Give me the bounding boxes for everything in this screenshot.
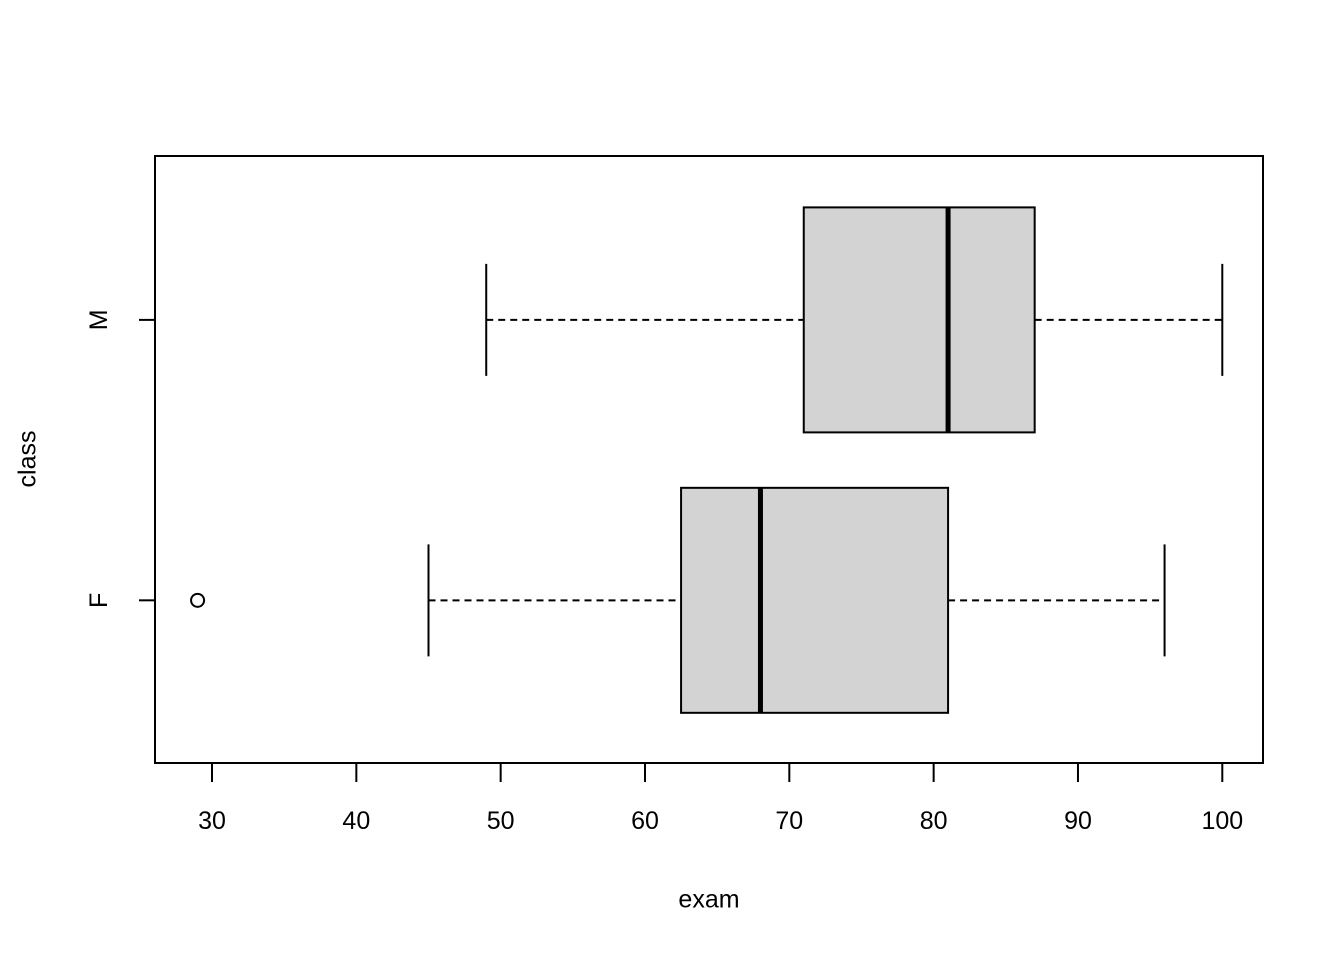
x-tick-label: 60 xyxy=(631,807,659,835)
outlier-point xyxy=(190,592,206,608)
y-axis-title: class xyxy=(13,430,42,488)
x-tick-label: 80 xyxy=(920,807,948,835)
x-axis-title: exam xyxy=(678,885,740,914)
x-tick-label: 100 xyxy=(1201,807,1243,835)
x-tick-label: 40 xyxy=(342,807,370,835)
iqr-box xyxy=(802,206,1036,434)
iqr-box xyxy=(680,486,950,714)
x-tick-label: 70 xyxy=(775,807,803,835)
x-tick-label: 90 xyxy=(1064,807,1092,835)
y-tick-label: M xyxy=(85,309,113,330)
x-tick-label: 50 xyxy=(487,807,515,835)
y-tick-label: F xyxy=(85,593,113,608)
x-tick-label: 30 xyxy=(198,807,226,835)
plot-border xyxy=(154,155,1264,764)
